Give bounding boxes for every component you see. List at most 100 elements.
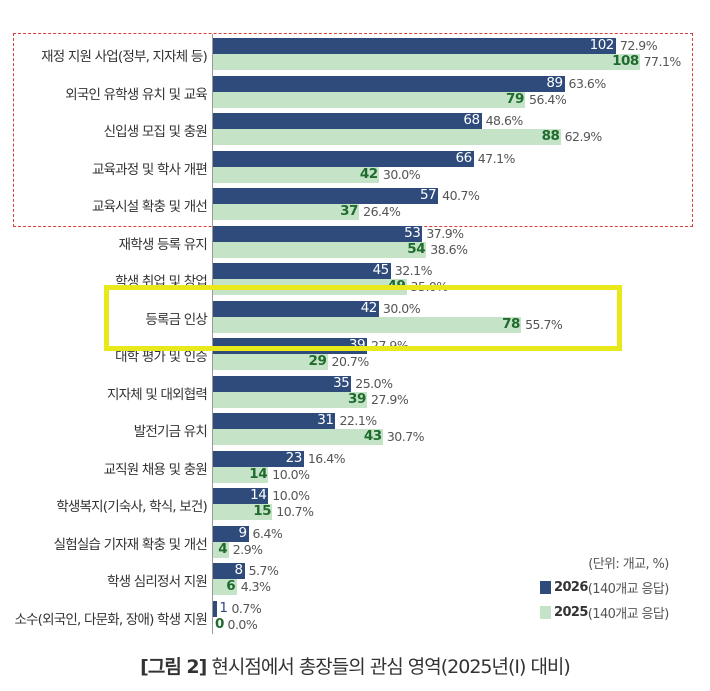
category-label: 학생 심리정서 지원 [107, 574, 208, 590]
value-label-2025: 79 [506, 90, 524, 107]
bar-2026 [213, 113, 482, 129]
unit-note: (단위: 개교, %) [588, 557, 669, 572]
percent-label-2025: 77.1% [643, 54, 682, 69]
value-label-2025: 29 [308, 353, 327, 369]
bar-2026 [213, 188, 439, 204]
category-label: 재정 지원 사업(정부, 지자체 등) [41, 49, 208, 65]
value-label-2025: 15 [253, 503, 272, 519]
percent-label-2025: 10.7% [276, 504, 314, 519]
percent-label-2026: 10.0% [272, 488, 310, 503]
percent-label-2026: 5.7% [248, 563, 279, 578]
percent-label-2026: 6.4% [252, 525, 283, 541]
value-label-2026: 1 [219, 599, 228, 616]
bar-2026 [213, 450, 304, 467]
bar-2025 [213, 354, 328, 370]
bar-2026 [213, 75, 565, 92]
percent-label-2026: 72.9% [619, 38, 658, 53]
value-label-2025: 78 [502, 315, 520, 332]
bar-2025 [213, 504, 273, 520]
bar-2025 [213, 579, 237, 595]
value-label-2025: 88 [541, 128, 560, 144]
category-label: 발전기금 유치 [133, 424, 208, 440]
value-label-2026: 35 [333, 374, 350, 391]
percent-label-2026: 63.6% [568, 75, 607, 91]
bar-2025 [213, 429, 383, 445]
percent-label-2025: 30.0% [382, 166, 421, 182]
figure-caption: [그림 2] 현시점에서 총장들의 관심 영역(2025년(Ⅰ) 대비) [0, 652, 710, 679]
bar-2026 [213, 488, 269, 504]
value-label-2025: 43 [363, 428, 382, 444]
percent-label-2025: 26.4% [363, 204, 401, 219]
value-label-2026: 66 [455, 149, 473, 166]
percent-label-2026: 0.7% [231, 600, 262, 616]
percent-label-2026: 37.9% [426, 225, 464, 241]
bar-2025 [213, 541, 229, 558]
percent-label-2025: 4.3% [240, 579, 271, 594]
percent-label-2026: 16.4% [307, 450, 346, 466]
percent-label-2025: 38.6% [430, 241, 468, 257]
value-label-2026: 23 [285, 449, 303, 466]
percent-label-2025: 2.9% [232, 541, 263, 557]
legend-swatch-2026 [540, 581, 551, 594]
legend-suffix: (140개교 응답) [587, 582, 670, 597]
legend-year: 2026 [554, 580, 588, 595]
percent-label-2025: 0.0% [227, 616, 258, 632]
value-label-2025: 37 [340, 203, 358, 219]
legend-suffix: (140개교 응답) [587, 607, 670, 622]
category-label: 재학생 등록 유지 [118, 236, 208, 253]
percent-label-2026: 47.1% [477, 150, 516, 166]
value-label-2026: 57 [419, 187, 437, 203]
value-label-2025: 42 [359, 165, 378, 182]
category-label: 등록금 인상 [145, 311, 207, 328]
category-label: 교육시설 확충 및 개선 [91, 199, 208, 215]
percent-label-2025: 30.7% [386, 429, 425, 444]
category-label: 지자체 및 대외협력 [107, 386, 208, 403]
legend: (단위: 개교, %) 2026 (140개교 응답) 2025 (140개교 … [540, 550, 669, 625]
percent-label-2025: 56.4% [529, 91, 567, 107]
bar-2025 [213, 91, 526, 108]
bar-2025 [213, 466, 269, 483]
tuition-highlight-box [104, 285, 622, 351]
value-label-2026: 42 [360, 299, 378, 316]
category-label: 교직원 채용 및 충원 [103, 461, 208, 478]
percent-label-2025: 62.9% [564, 129, 603, 144]
category-label: 실험실습 기자재 확충 및 개선 [53, 536, 208, 553]
percent-label-2025: 27.9% [371, 391, 409, 407]
category-label: 외국인 유학생 유치 및 교육 [65, 86, 208, 103]
bar-2025 [213, 316, 522, 333]
bar-2026 [213, 525, 249, 542]
category-label: 학생복지(기숙사, 학식, 보건) [56, 499, 208, 515]
figure-number: [그림 2] [140, 656, 207, 678]
bar-2026 [213, 225, 423, 242]
percent-label-2026: 32.1% [394, 263, 433, 278]
bar-2026 [213, 413, 336, 429]
legend-year: 2025 [554, 605, 588, 620]
bar-2026 [213, 300, 379, 317]
category-label: 대학 평가 및 인증 [115, 349, 208, 365]
bar-2026 [213, 38, 616, 54]
value-label-2025: 14 [249, 465, 268, 482]
value-label-2025: 0 [215, 615, 224, 632]
figure-title: 현시점에서 총장들의 관심 영역(2025년(Ⅰ) 대비) [211, 656, 570, 678]
bar-2025 [213, 391, 368, 408]
bar-2025 [213, 204, 360, 220]
bar-2026 [213, 600, 217, 617]
bar-2025 [213, 54, 640, 70]
bar-2025 [213, 129, 561, 145]
percent-label-2025: 20.7% [331, 354, 370, 369]
value-label-2025: 6 [226, 578, 236, 594]
value-label-2025: 4 [218, 540, 228, 557]
bar-2026 [213, 263, 391, 279]
bar-2025 [213, 166, 379, 183]
percent-label-2025: 10.0% [272, 466, 310, 482]
value-label-2026: 8 [234, 562, 244, 578]
value-label-2026: 31 [317, 412, 334, 428]
bar-2026 [213, 375, 352, 392]
value-label-2026: 9 [238, 524, 247, 541]
value-label-2026: 68 [463, 112, 480, 128]
percent-label-2026: 30.0% [382, 300, 421, 316]
category-axis [212, 34, 213, 634]
percent-label-2026: 48.6% [485, 113, 524, 128]
category-label: 소수(외국인, 다문화, 장애) 학생 지원 [14, 611, 207, 628]
